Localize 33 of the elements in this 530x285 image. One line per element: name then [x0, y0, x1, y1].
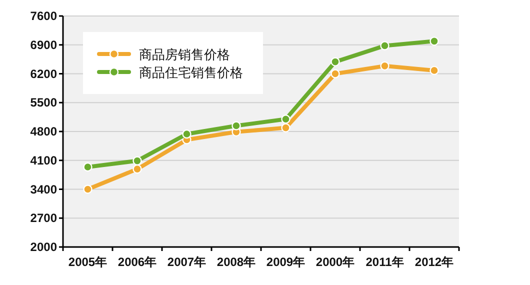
y-tick-label: 3400 [30, 182, 58, 196]
point [281, 123, 290, 132]
point [330, 57, 340, 66]
point [430, 36, 439, 46]
y-tick-label: 4800 [30, 124, 58, 138]
x-tick-label: 2011年 [366, 255, 404, 269]
point [281, 114, 290, 124]
point [330, 69, 340, 78]
point [232, 121, 241, 130]
point [83, 162, 92, 172]
x-tick-label: 2012年 [414, 255, 454, 269]
x-tick-label: 2006年 [118, 255, 157, 269]
point [83, 184, 92, 194]
x-tick-label: 2007年 [167, 255, 206, 269]
x-tick-label: 2005年 [68, 255, 108, 269]
y-tick-label: 6200 [30, 66, 58, 81]
y-tick-label: 5500 [30, 96, 58, 110]
y-tick-label: 2000 [30, 240, 58, 254]
point [132, 156, 142, 166]
point [182, 129, 192, 139]
point [380, 41, 390, 50]
x-tick-label: 2000年 [316, 255, 355, 269]
point [430, 66, 439, 76]
point [380, 61, 390, 71]
x-tick-label: 2009年 [266, 255, 306, 269]
y-tick-label: 7600 [30, 9, 58, 23]
y-tick-label: 6900 [30, 38, 58, 52]
point [132, 164, 142, 174]
legend-label: 商品房销售价格 [139, 47, 230, 62]
y-tick-label: 2700 [30, 211, 58, 226]
x-tick-label: 2008年 [216, 255, 256, 269]
legend-label: 商品住宅销售价格 [139, 65, 243, 80]
y-tick-label: 4100 [30, 153, 58, 168]
